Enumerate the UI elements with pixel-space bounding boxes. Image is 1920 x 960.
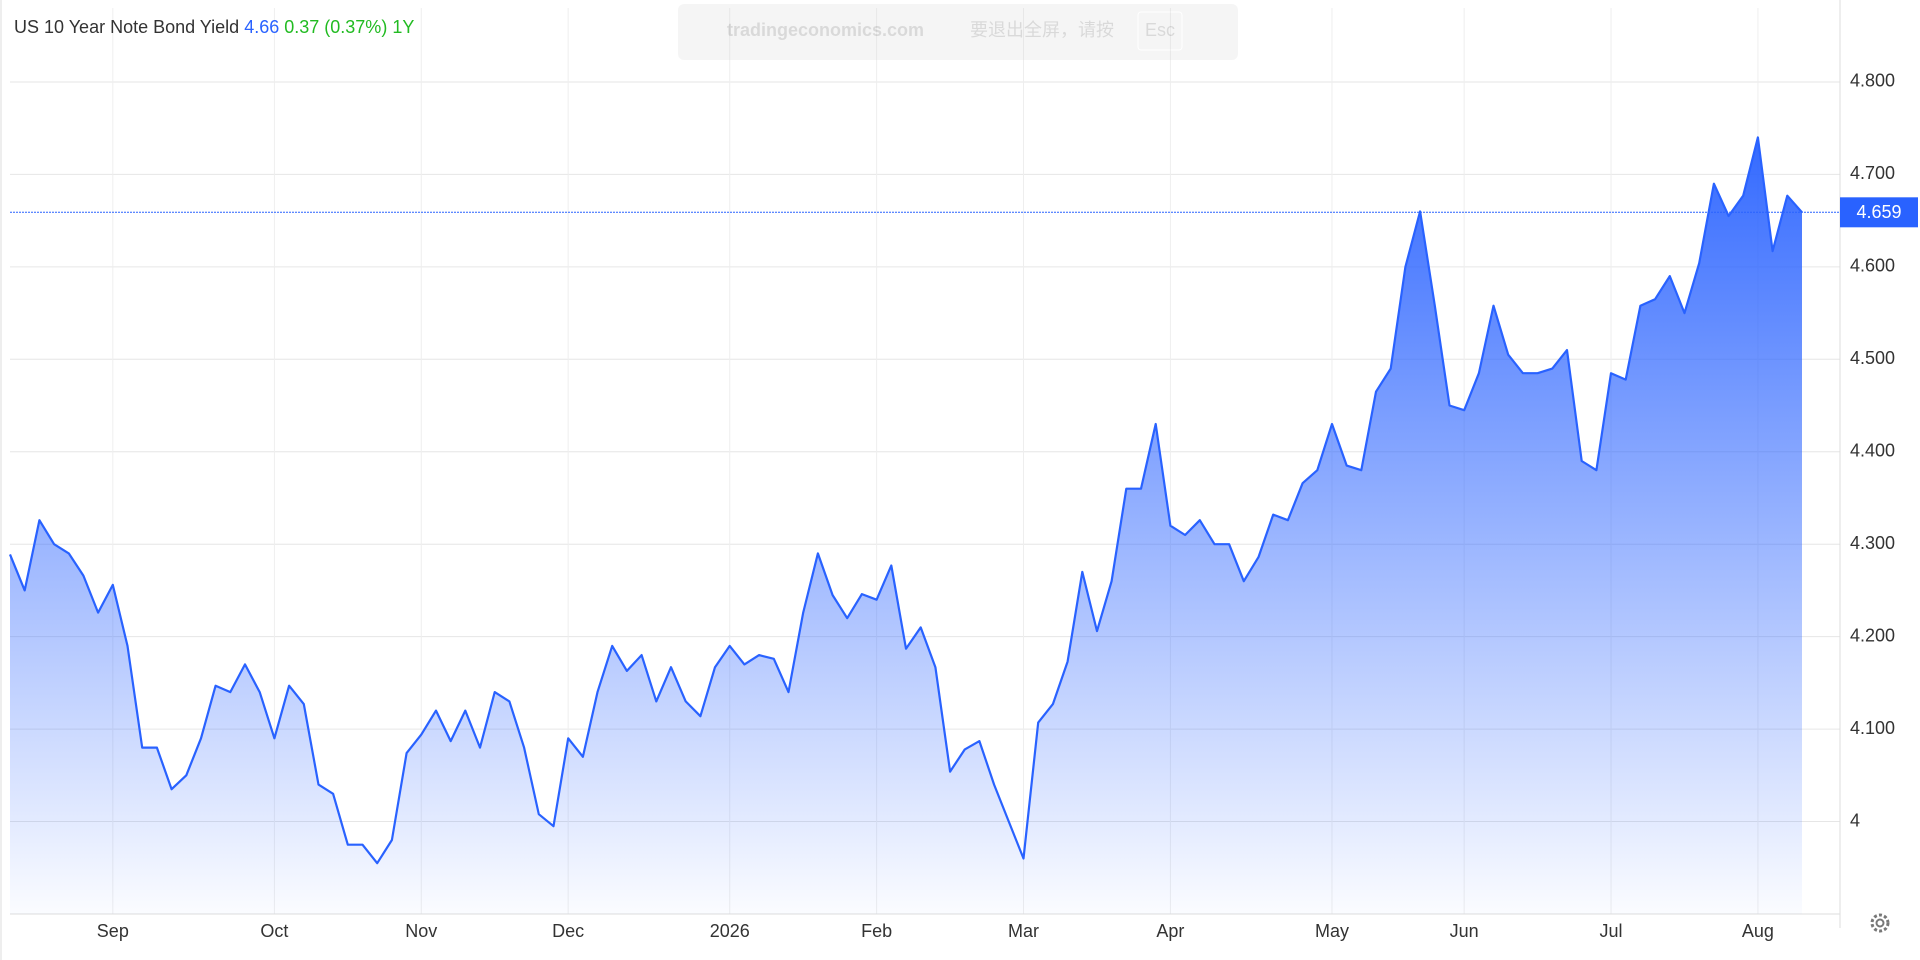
x-tick-label: Jul: [1600, 921, 1623, 941]
toast-bg: [678, 4, 1238, 60]
x-tick-label: May: [1315, 921, 1349, 941]
y-tick-label: 4.700: [1850, 163, 1895, 183]
x-tick-label: Oct: [260, 921, 288, 941]
x-tick-label: Sep: [97, 921, 129, 941]
toast-key[interactable]: Esc: [1145, 20, 1175, 40]
period[interactable]: 1Y: [392, 17, 414, 37]
y-tick-label: 4.300: [1850, 533, 1895, 553]
x-tick-label: Mar: [1008, 921, 1039, 941]
x-tick-label: Jun: [1450, 921, 1479, 941]
settings-icon[interactable]: [1870, 913, 1890, 933]
y-tick-label: 4.100: [1850, 718, 1895, 738]
y-tick-label: 4.500: [1850, 348, 1895, 368]
last-value-label: 4.659: [1856, 202, 1901, 222]
y-tick-label: 4: [1850, 810, 1860, 830]
change: 0.37 (0.37%): [284, 17, 387, 37]
y-tick-label: 4.800: [1850, 71, 1895, 91]
toast-message: 要退出全屏，请按: [970, 20, 1114, 40]
x-tick-label: Nov: [405, 921, 437, 941]
y-tick-label: 4.200: [1850, 625, 1895, 645]
x-tick-label: Dec: [552, 921, 584, 941]
x-tick-label: Feb: [861, 921, 892, 941]
x-tick-label: 2026: [710, 921, 750, 941]
chart-header: US 10 Year Note Bond Yield 4.66 0.37 (0.…: [14, 17, 414, 37]
line: [8, 136, 1803, 865]
price: 4.66: [244, 17, 279, 37]
toast-key-box: [1137, 11, 1183, 51]
fullscreen-toast: tradingeconomics.com 要退出全屏，请按 Esc: [678, 4, 1238, 60]
toast-site: tradingeconomics.com: [727, 20, 924, 40]
x-tick-label: Apr: [1156, 921, 1184, 941]
last-value-box: [1840, 197, 1918, 228]
y-tick-label: 4.400: [1850, 441, 1895, 461]
x-tick-label: Aug: [1742, 921, 1774, 941]
y-tick-label: 4.600: [1850, 256, 1895, 276]
title: US 10 Year Note Bond Yield: [14, 17, 239, 37]
area-fill: [10, 137, 1802, 914]
